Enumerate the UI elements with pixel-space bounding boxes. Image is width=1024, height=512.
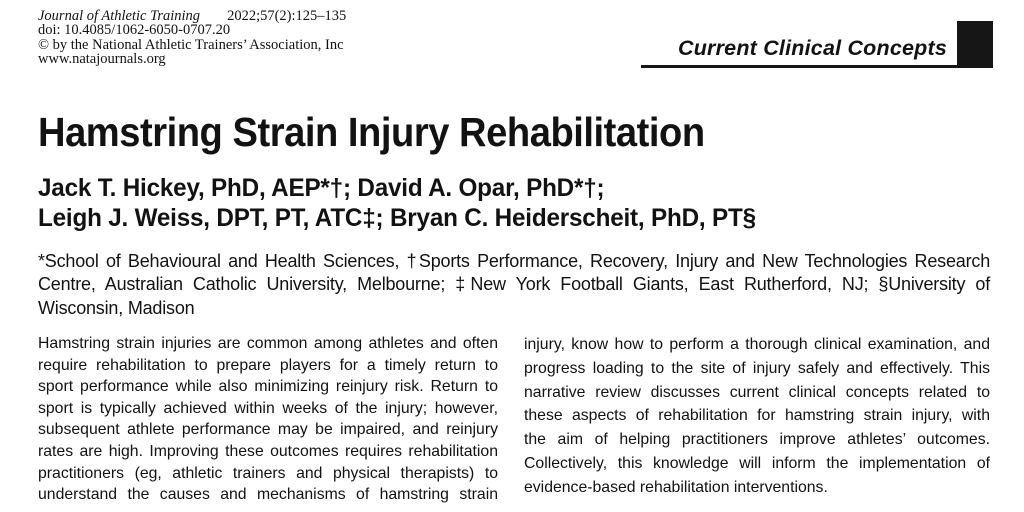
- journal-website: www.natajournals.org: [38, 51, 166, 68]
- abstract-body: Hamstring strain injuries are common amo…: [38, 333, 990, 506]
- abstract-line: progress loading to the site of injury s…: [524, 359, 990, 377]
- abstract-line: the aim of helping practitioners improve…: [524, 431, 990, 449]
- abstract-line: these aspects of rehabilitation for hams…: [524, 407, 990, 425]
- abstract-line: understand the causes and mechanisms of …: [38, 486, 498, 504]
- abstract-line: narrative review discusses current clini…: [524, 383, 990, 401]
- abstract-left-column: Hamstring strain injuries are common amo…: [38, 333, 498, 506]
- abstract-line: Hamstring strain injuries are common amo…: [38, 335, 498, 352]
- copyright-line: © by the National Athletic Trainers’ Ass…: [38, 36, 344, 53]
- abstract-line: sport is typically achieved within weeks…: [38, 399, 498, 417]
- abstract-right-column: injury, know how to perform a thorough c…: [524, 333, 990, 506]
- section-banner: Current Clinical Concepts: [641, 21, 993, 68]
- banner-black-square: [957, 21, 993, 65]
- journal-citation-line: Journal of Athletic Training 2022;57(2):1…: [38, 8, 347, 24]
- journal-name: Journal of Athletic Training: [38, 8, 201, 24]
- author-list: Jack T. Hickey, PhD, AEP*†; David A. Opa…: [38, 174, 756, 233]
- abstract-line: practitioners (eg, athletic trainers and…: [38, 464, 498, 482]
- section-banner-label: Current Clinical Concepts: [677, 36, 947, 60]
- affiliation-line: Centre, Australian Catholic University, …: [38, 274, 990, 295]
- abstract-line: evidence-based rehabilitation interventi…: [524, 478, 828, 496]
- author-line: Leigh J. Weiss, DPT, PT, ATC‡; Bryan C. …: [38, 203, 756, 232]
- affiliation-line: *School of Behavioural and Health Scienc…: [38, 251, 990, 271]
- doi-line: doi: 10.4085/1062-6050-0707.20: [38, 22, 231, 39]
- article-title: Hamstring Strain Injury Rehabilitation: [38, 109, 705, 155]
- affiliation-line: Wisconsin, Madison: [38, 297, 195, 318]
- abstract-line: subsequent athlete performance may be im…: [38, 421, 498, 439]
- issue-info: 2022;57(2):125–135: [227, 8, 347, 24]
- abstract-line: sport performance while also minimizing …: [38, 378, 498, 396]
- abstract-line: require rehabilitation to prepare player…: [38, 356, 498, 374]
- abstract-line: rates are high. Improving these outcomes…: [38, 442, 498, 460]
- author-line: Jack T. Hickey, PhD, AEP*†; David A. Opa…: [38, 174, 605, 202]
- affiliations: *School of Behavioural and Health Scienc…: [38, 250, 990, 320]
- abstract-line: injury, know how to perform a thorough c…: [524, 336, 990, 353]
- journal-header: Journal of Athletic Training 2022;57(2):1…: [38, 9, 346, 67]
- abstract-line: Collectively, this knowledge will inform…: [524, 454, 990, 472]
